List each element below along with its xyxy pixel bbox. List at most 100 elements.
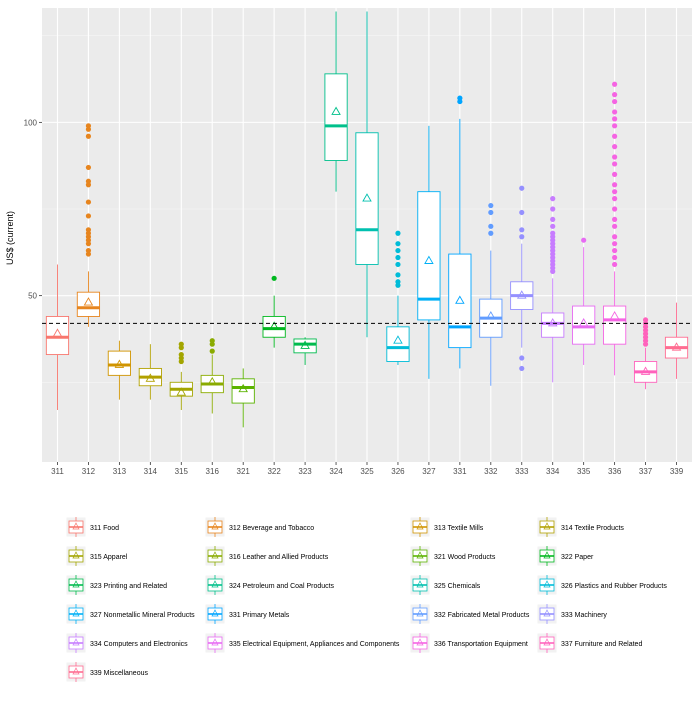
outlier-point xyxy=(550,216,556,223)
outlier-point xyxy=(488,223,494,229)
legend-key-mean xyxy=(72,638,80,646)
outlier-point xyxy=(85,247,92,254)
legend-key-mean xyxy=(72,609,80,617)
outlier-point xyxy=(612,196,618,202)
outlier-point xyxy=(550,223,556,229)
outlier-point xyxy=(85,227,92,233)
legend-item-314: 314 Textile Products xyxy=(536,516,624,538)
legend-key-mean xyxy=(211,580,219,588)
x-axis: 311 312 313 314 315 316 321 322 323 324 325 326 327 3… xyxy=(51,462,684,476)
legend-item-326: 326 Plastics and Rubber Products xyxy=(536,574,667,596)
legend-label: 339 Miscellaneous xyxy=(90,670,148,677)
box-group-315 xyxy=(169,341,193,411)
outlier-point xyxy=(612,241,618,247)
outlier-point xyxy=(550,196,556,202)
outlier-point xyxy=(209,338,215,344)
legend-label: 311 Food xyxy=(90,525,119,532)
legend-label: 312 Beverage and Tobacco xyxy=(229,525,314,532)
box-iqr xyxy=(231,378,255,404)
outlier-point xyxy=(612,109,618,115)
box-iqr xyxy=(572,305,596,345)
outlier-point xyxy=(395,247,401,254)
box-group-333 xyxy=(510,185,534,372)
mean-marker xyxy=(300,340,310,349)
box-layer xyxy=(45,11,689,428)
outlier-point xyxy=(612,247,618,254)
legend-label: 332 Fabricated Metal Products xyxy=(434,612,530,619)
outlier-point xyxy=(85,178,92,184)
legend-label: 336 Transportation Equipment xyxy=(434,641,528,648)
x-tick-label: 315 xyxy=(175,467,189,476)
legend-item-331: 331 Primary Metals xyxy=(204,603,290,625)
outlier-point xyxy=(178,341,184,347)
outlier-point xyxy=(550,206,556,212)
legend-label: 335 Electrical Equipment, Appliances and… xyxy=(229,641,400,648)
legend-label: 325 Chemicals xyxy=(434,583,481,590)
box-group-339 xyxy=(664,302,689,379)
outlier-point xyxy=(612,182,618,188)
legend-item-313: 313 Textile Mills xyxy=(409,516,484,538)
box-iqr xyxy=(603,305,627,345)
legend-key-mean xyxy=(543,638,551,646)
box-iqr xyxy=(355,132,379,265)
legend-label: 334 Computers and Electronics xyxy=(90,641,188,648)
x-tick-label: 331 xyxy=(453,467,467,476)
legend-label: 313 Textile Mills xyxy=(434,525,484,532)
outlier-point xyxy=(612,261,618,268)
legend-item-312: 312 Beverage and Tobacco xyxy=(204,516,314,538)
outlier-point xyxy=(612,254,618,261)
legend-item-333: 333 Machinery xyxy=(536,603,607,625)
mean-marker xyxy=(362,193,372,202)
legend-item-334: 334 Computers and Electronics xyxy=(65,632,188,654)
legend-key-mean xyxy=(416,638,424,646)
legend-item-336: 336 Transportation Equipment xyxy=(409,632,528,654)
x-tick-label: 327 xyxy=(422,467,436,476)
x-tick-label: 326 xyxy=(391,467,405,476)
mean-marker xyxy=(486,311,496,320)
legend-item-337: 337 Furniture and Related xyxy=(536,632,642,654)
legend-key-mean xyxy=(416,580,424,588)
outlier-point xyxy=(612,216,618,223)
outlier-point xyxy=(178,351,184,358)
y-tick-label: 100 xyxy=(24,118,38,127)
outlier-point xyxy=(488,209,494,216)
legend: 311 Food 312 Beverage and Tobacco 313 Text… xyxy=(65,516,667,683)
mean-marker xyxy=(455,295,465,304)
box-iqr xyxy=(107,350,131,376)
outlier-point xyxy=(612,92,618,98)
legend-item-324: 324 Petroleum and Coal Products xyxy=(204,574,335,596)
mean-marker xyxy=(238,383,248,393)
outlier-point xyxy=(519,365,525,372)
legend-key-mean xyxy=(211,638,219,646)
box-iqr xyxy=(293,338,317,354)
box-iqr xyxy=(541,312,565,338)
x-tick-label: 314 xyxy=(144,467,158,476)
box-group-312 xyxy=(76,123,101,327)
legend-item-322: 322 Paper xyxy=(536,545,594,567)
x-tick-label: 335 xyxy=(577,467,591,476)
x-tick-label: 336 xyxy=(608,467,622,476)
legend-label: 314 Textile Products xyxy=(561,525,624,532)
box-iqr xyxy=(76,291,101,317)
outlier-point xyxy=(85,213,92,219)
legend-label: 337 Furniture and Related xyxy=(561,641,642,648)
legend-key-mean xyxy=(416,551,424,559)
outlier-point xyxy=(612,98,618,105)
x-tick-label: 312 xyxy=(82,467,96,476)
legend-item-321: 321 Wood Products xyxy=(409,545,496,567)
outlier-point xyxy=(612,223,618,229)
legend-key-mean xyxy=(72,522,80,530)
outlier-point xyxy=(612,171,618,177)
box-group-327 xyxy=(417,125,441,379)
box-group-311 xyxy=(45,264,70,411)
box-group-314 xyxy=(138,344,162,400)
box-group-324 xyxy=(324,11,348,192)
outlier-point xyxy=(457,95,463,101)
box-group-336 xyxy=(603,81,627,376)
mean-marker xyxy=(145,373,156,382)
y-axis: 50 100 xyxy=(24,118,42,301)
box-iqr xyxy=(45,315,70,356)
outlier-point xyxy=(85,164,92,171)
